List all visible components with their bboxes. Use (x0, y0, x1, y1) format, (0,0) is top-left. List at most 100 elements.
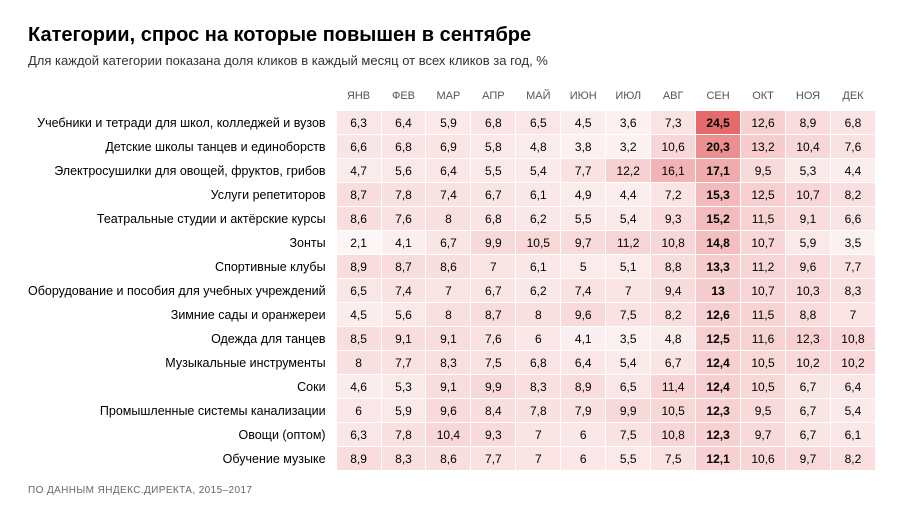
heatmap-cell: 13,2 (741, 135, 786, 159)
row-label: Соки (28, 375, 336, 399)
heatmap-cell: 16,1 (651, 159, 696, 183)
row-label: Театральные студии и актёрские курсы (28, 207, 336, 231)
heatmap-cell: 7,5 (651, 447, 696, 471)
table-row: Спортивные клубы8,98,78,676,155,18,813,3… (28, 255, 876, 279)
heatmap-cell: 6,1 (516, 183, 561, 207)
heatmap-cell: 7,5 (606, 423, 651, 447)
heatmap-cell: 7 (471, 255, 516, 279)
heatmap-cell: 7,6 (381, 207, 426, 231)
month-header: ИЮН (561, 86, 606, 111)
heatmap-cell: 7,7 (830, 255, 875, 279)
heatmap-cell: 7,8 (516, 399, 561, 423)
table-row: Услуги репетиторов8,77,87,46,76,14,94,47… (28, 183, 876, 207)
month-header: ЯНВ (336, 86, 381, 111)
heatmap-cell: 12,5 (741, 183, 786, 207)
heatmap-cell: 7 (516, 447, 561, 471)
heatmap-cell: 7,8 (381, 423, 426, 447)
heatmap-cell: 7,2 (651, 183, 696, 207)
month-header: ОКТ (741, 86, 786, 111)
table-row: Электросушилки для овощей, фруктов, гриб… (28, 159, 876, 183)
heatmap-cell: 12,3 (786, 327, 831, 351)
heatmap-cell: 5,9 (426, 111, 471, 135)
heatmap-cell: 6,8 (471, 207, 516, 231)
heatmap-cell: 3,2 (606, 135, 651, 159)
heatmap-cell: 5,4 (830, 399, 875, 423)
heatmap-cell: 24,5 (696, 111, 741, 135)
heatmap-cell: 10,8 (651, 231, 696, 255)
heatmap-cell: 7 (426, 279, 471, 303)
heatmap-cell: 6,3 (336, 423, 381, 447)
heatmap-cell: 8,3 (381, 447, 426, 471)
heatmap-cell: 7,7 (471, 447, 516, 471)
month-header: ФЕВ (381, 86, 426, 111)
heatmap-cell: 5,3 (381, 375, 426, 399)
table-row: Зонты2,14,16,79,910,59,711,210,814,810,7… (28, 231, 876, 255)
heatmap-cell: 5,4 (606, 207, 651, 231)
heatmap-cell: 7,4 (381, 279, 426, 303)
heatmap-cell: 3,6 (606, 111, 651, 135)
heatmap-cell: 8 (426, 303, 471, 327)
heatmap-cell: 5,4 (516, 159, 561, 183)
heatmap-cell: 9,6 (786, 255, 831, 279)
heatmap-cell: 8 (516, 303, 561, 327)
heatmap-cell: 10,8 (651, 423, 696, 447)
heatmap-cell: 6 (561, 423, 606, 447)
row-label: Одежда для танцев (28, 327, 336, 351)
heatmap-cell: 13 (696, 279, 741, 303)
heatmap-cell: 6,9 (426, 135, 471, 159)
heatmap-cell: 6 (516, 327, 561, 351)
heatmap-cell: 8,5 (336, 327, 381, 351)
heatmap-cell: 3,5 (606, 327, 651, 351)
heatmap-cell: 10,7 (786, 183, 831, 207)
row-label: Учебники и тетради для школ, колледжей и… (28, 111, 336, 135)
row-label: Промышленные системы канализации (28, 399, 336, 423)
heatmap-cell: 9,5 (741, 159, 786, 183)
table-row: Театральные студии и актёрские курсы8,67… (28, 207, 876, 231)
heatmap-cell: 9,3 (471, 423, 516, 447)
heatmap-cell: 9,1 (426, 327, 471, 351)
heatmap-cell: 8,3 (830, 279, 875, 303)
source-footer: ПО ДАННЫМ ЯНДЕКС.ДИРЕКТА, 2015–2017 (28, 485, 876, 496)
heatmap-cell: 8,7 (471, 303, 516, 327)
heatmap-cell: 7,6 (830, 135, 875, 159)
heatmap-cell: 2,1 (336, 231, 381, 255)
heatmap-cell: 10,4 (426, 423, 471, 447)
heatmap-cell: 4,7 (336, 159, 381, 183)
heatmap-cell: 7 (830, 303, 875, 327)
row-label: Оборудование и пособия для учебных учреж… (28, 279, 336, 303)
heatmap-cell: 4,8 (651, 327, 696, 351)
heatmap-cell: 10,8 (830, 327, 875, 351)
heatmap-cell: 12,6 (696, 303, 741, 327)
heatmap-cell: 6,4 (426, 159, 471, 183)
heatmap-cell: 9,1 (381, 327, 426, 351)
heatmap-cell: 7,7 (381, 351, 426, 375)
heatmap-cell: 10,2 (830, 351, 875, 375)
heatmap-cell: 8,7 (381, 255, 426, 279)
heatmap-cell: 6,7 (426, 231, 471, 255)
heatmap-cell: 9,6 (561, 303, 606, 327)
month-header: ИЮЛ (606, 86, 651, 111)
heatmap-cell: 9,4 (651, 279, 696, 303)
heatmap-cell: 7 (516, 423, 561, 447)
heatmap-cell: 8,9 (336, 255, 381, 279)
heatmap-cell: 6,8 (471, 111, 516, 135)
heatmap-cell: 3,8 (561, 135, 606, 159)
heatmap-cell: 7,4 (426, 183, 471, 207)
heatmap-cell: 5,9 (381, 399, 426, 423)
heatmap-cell: 4,4 (606, 183, 651, 207)
heatmap-cell: 6,8 (381, 135, 426, 159)
heatmap-cell: 6,7 (471, 183, 516, 207)
heatmap-cell: 9,7 (741, 423, 786, 447)
heatmap-cell: 9,9 (471, 231, 516, 255)
heatmap-cell: 11,2 (606, 231, 651, 255)
heatmap-cell: 6,5 (516, 111, 561, 135)
row-label: Услуги репетиторов (28, 183, 336, 207)
heatmap-cell: 5,5 (606, 447, 651, 471)
month-header: МАЙ (516, 86, 561, 111)
heatmap-cell: 6,8 (516, 351, 561, 375)
table-row: Музыкальные инструменты87,78,37,56,86,45… (28, 351, 876, 375)
month-header: ДЕК (830, 86, 875, 111)
heatmap-cell: 6,6 (336, 135, 381, 159)
heatmap-cell: 9,6 (426, 399, 471, 423)
heatmap-cell: 6,7 (786, 375, 831, 399)
